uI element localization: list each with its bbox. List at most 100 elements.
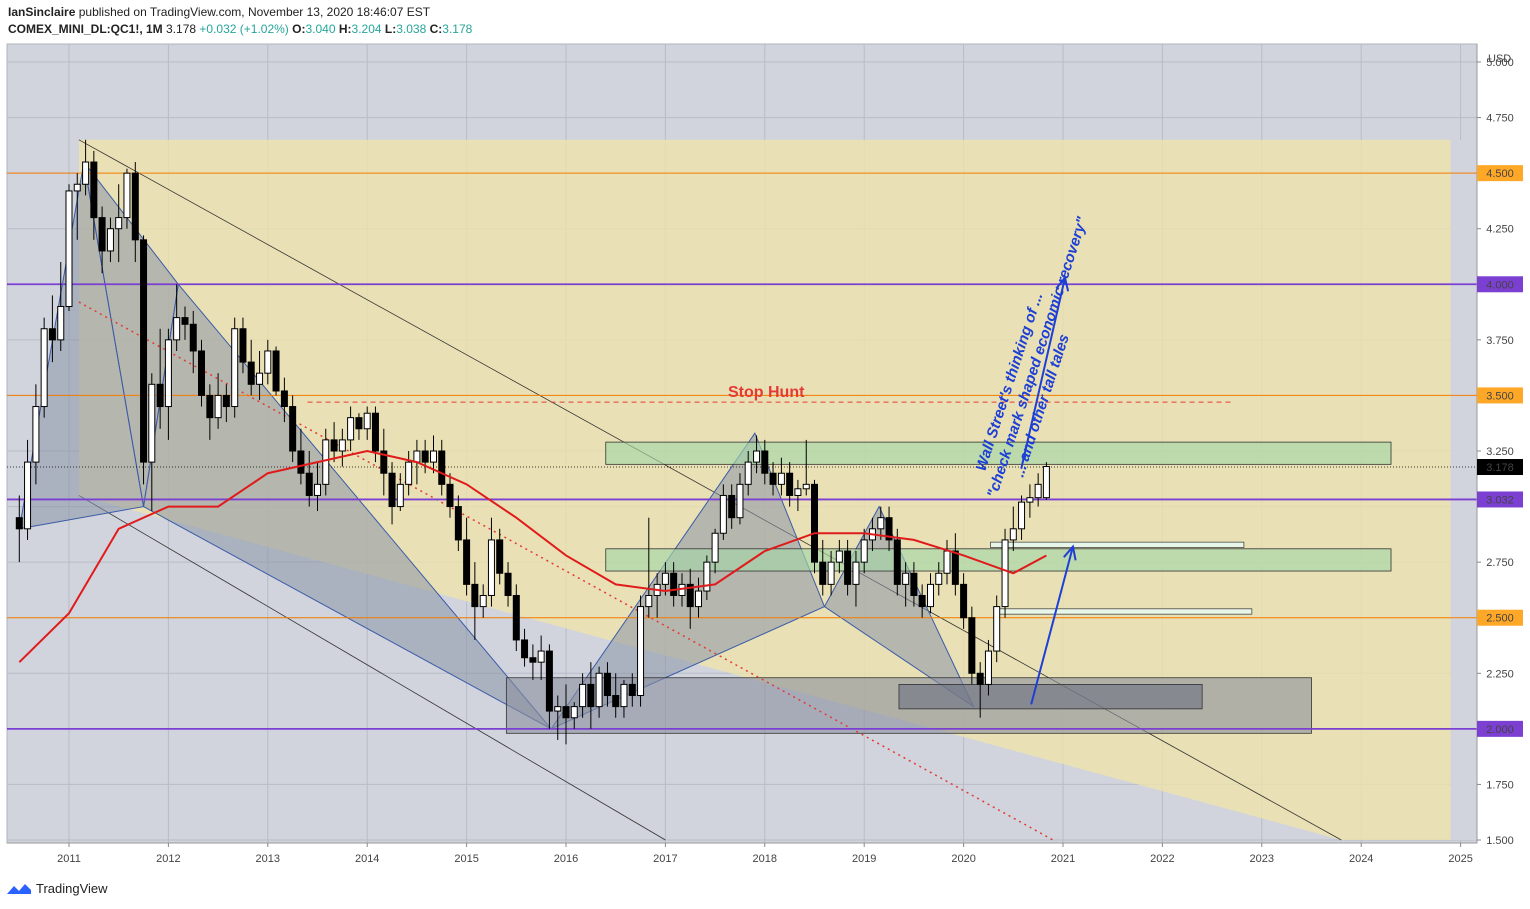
candle-53: [454, 495, 462, 552]
candle-123: [1034, 473, 1042, 507]
level-label-2.500[interactable]: 2.500: [1486, 613, 1514, 625]
candle-body: [363, 412, 371, 430]
candle-body: [380, 450, 388, 474]
candle-body: [272, 350, 280, 392]
y-tick-label-3.750[interactable]: 3.750: [1486, 335, 1514, 347]
candle-body: [32, 406, 40, 463]
candle-body: [82, 161, 90, 185]
candle-body: [645, 594, 653, 608]
price-axis[interactable]: 4.500 4.000 3.500 3.032 2.500 2.000 3.178 1.500…: [1477, 57, 1523, 847]
last-price-label[interactable]: 3.178: [1486, 462, 1514, 474]
tradingview-footer[interactable]: TradingView: [6, 881, 108, 896]
y-tick-label-2.250[interactable]: 2.250: [1486, 668, 1514, 680]
x-tick-label-2018[interactable]: 2018: [753, 853, 777, 865]
level-label-4.500[interactable]: 4.500: [1486, 168, 1514, 180]
y-tick-label-4.750[interactable]: 4.750: [1486, 113, 1514, 125]
candle-66: [562, 684, 570, 745]
thin-zone-upper: [990, 541, 1245, 548]
tradingview-logo-icon: [7, 883, 31, 894]
y-tick-label-1.500[interactable]: 1.500: [1486, 835, 1514, 847]
candle-78: [661, 562, 669, 596]
candle-body: [960, 583, 968, 619]
level-tag-3.500[interactable]: [1477, 387, 1523, 404]
candle-body: [844, 550, 852, 585]
candle-97: [819, 539, 827, 596]
candle-body: [736, 483, 744, 519]
x-tick-label-2024[interactable]: 2024: [1349, 853, 1373, 865]
level-label-2.000[interactable]: 2.000: [1486, 724, 1514, 736]
candle-body: [893, 539, 901, 585]
resistance-zone-upper: [605, 441, 1392, 465]
y-tick-label-2.750[interactable]: 2.750: [1486, 557, 1514, 569]
candle-110: [926, 573, 934, 614]
candle-body: [786, 472, 794, 496]
level-label-3.500[interactable]: 3.500: [1486, 390, 1514, 402]
candle-body: [603, 672, 611, 697]
candle-6: [65, 184, 73, 311]
candle-1: [24, 439, 32, 540]
candle-body: [471, 583, 479, 608]
candle-55: [471, 562, 479, 640]
publication-info: published on TradingView.com, November 1…: [78, 5, 431, 19]
candle-body: [860, 539, 868, 563]
x-tick-label-2019[interactable]: 2019: [852, 853, 876, 865]
x-tick-label-2015[interactable]: 2015: [454, 853, 478, 865]
y-tick-label-1.750[interactable]: 1.750: [1486, 779, 1514, 791]
candle-body: [297, 450, 305, 474]
level-tag-3.032[interactable]: [1477, 491, 1523, 508]
x-tick-label-2021[interactable]: 2021: [1051, 853, 1075, 865]
candle-body: [90, 161, 98, 219]
x-tick-label-2020[interactable]: 2020: [951, 853, 975, 865]
y-tick-label-4.250[interactable]: 4.250: [1486, 224, 1514, 236]
x-tick-label-2016[interactable]: 2016: [554, 853, 578, 865]
candle-body: [338, 439, 346, 452]
candle-11: [106, 217, 114, 263]
candle-body: [181, 317, 189, 325]
x-tick-label-2025[interactable]: 2025: [1448, 853, 1472, 865]
candle-body: [794, 488, 802, 496]
candle-body: [131, 172, 139, 241]
candle-body: [512, 594, 520, 641]
candle-body: [15, 517, 23, 530]
level-tag-2.500[interactable]: [1477, 609, 1523, 626]
author-name[interactable]: IanSinclaire: [8, 5, 76, 19]
x-tick-label-2022[interactable]: 2022: [1150, 853, 1174, 865]
candle-62: [529, 644, 537, 680]
candle-body: [314, 483, 321, 496]
candle-body: [777, 472, 785, 485]
candle-body: [438, 450, 446, 485]
time-axis[interactable]: 2011 2012 2013 2014 2015 2016 2017 2018 2019 2020…: [57, 843, 1473, 865]
level-tag-4.500[interactable]: [1477, 165, 1523, 182]
x-tick-label-2013[interactable]: 2013: [256, 853, 280, 865]
level-tag-4.000[interactable]: [1477, 276, 1523, 293]
candle-body: [595, 672, 603, 708]
level-label-3.032[interactable]: 3.032: [1486, 494, 1514, 506]
y-tick-label-3.250[interactable]: 3.250: [1486, 446, 1514, 458]
resistance-zone-middle: [605, 548, 1392, 572]
candle-body: [968, 617, 976, 674]
y-tick-label-5.000[interactable]: 5.000: [1486, 57, 1514, 69]
candle-106: [893, 528, 901, 596]
candle-body: [140, 239, 148, 463]
x-tick-label-2011[interactable]: 2011: [57, 853, 81, 865]
candle-42: [363, 406, 371, 440]
candle-body: [148, 383, 156, 463]
candle-13: [123, 168, 131, 229]
candle-89: [753, 435, 761, 474]
candle-body: [222, 394, 230, 408]
candle-body: [935, 572, 943, 585]
x-tick-label-2017[interactable]: 2017: [653, 853, 677, 865]
symbol-label[interactable]: COMEX_MINI_DL:QC1!, 1M: [8, 22, 163, 36]
candle-4: [48, 295, 56, 363]
x-tick-label-2012[interactable]: 2012: [156, 853, 180, 865]
level-label-4.000[interactable]: 4.000: [1486, 279, 1514, 291]
level-tag-2.000[interactable]: [1477, 720, 1523, 737]
candle-body: [48, 328, 56, 341]
last-price-tag[interactable]: [1477, 459, 1523, 476]
x-tick-label-2023[interactable]: 2023: [1250, 853, 1274, 865]
last-price-value: 3.178: [166, 22, 197, 36]
x-tick-label-2014[interactable]: 2014: [355, 853, 379, 865]
candle-body: [827, 561, 835, 585]
candle-88: [744, 451, 752, 496]
